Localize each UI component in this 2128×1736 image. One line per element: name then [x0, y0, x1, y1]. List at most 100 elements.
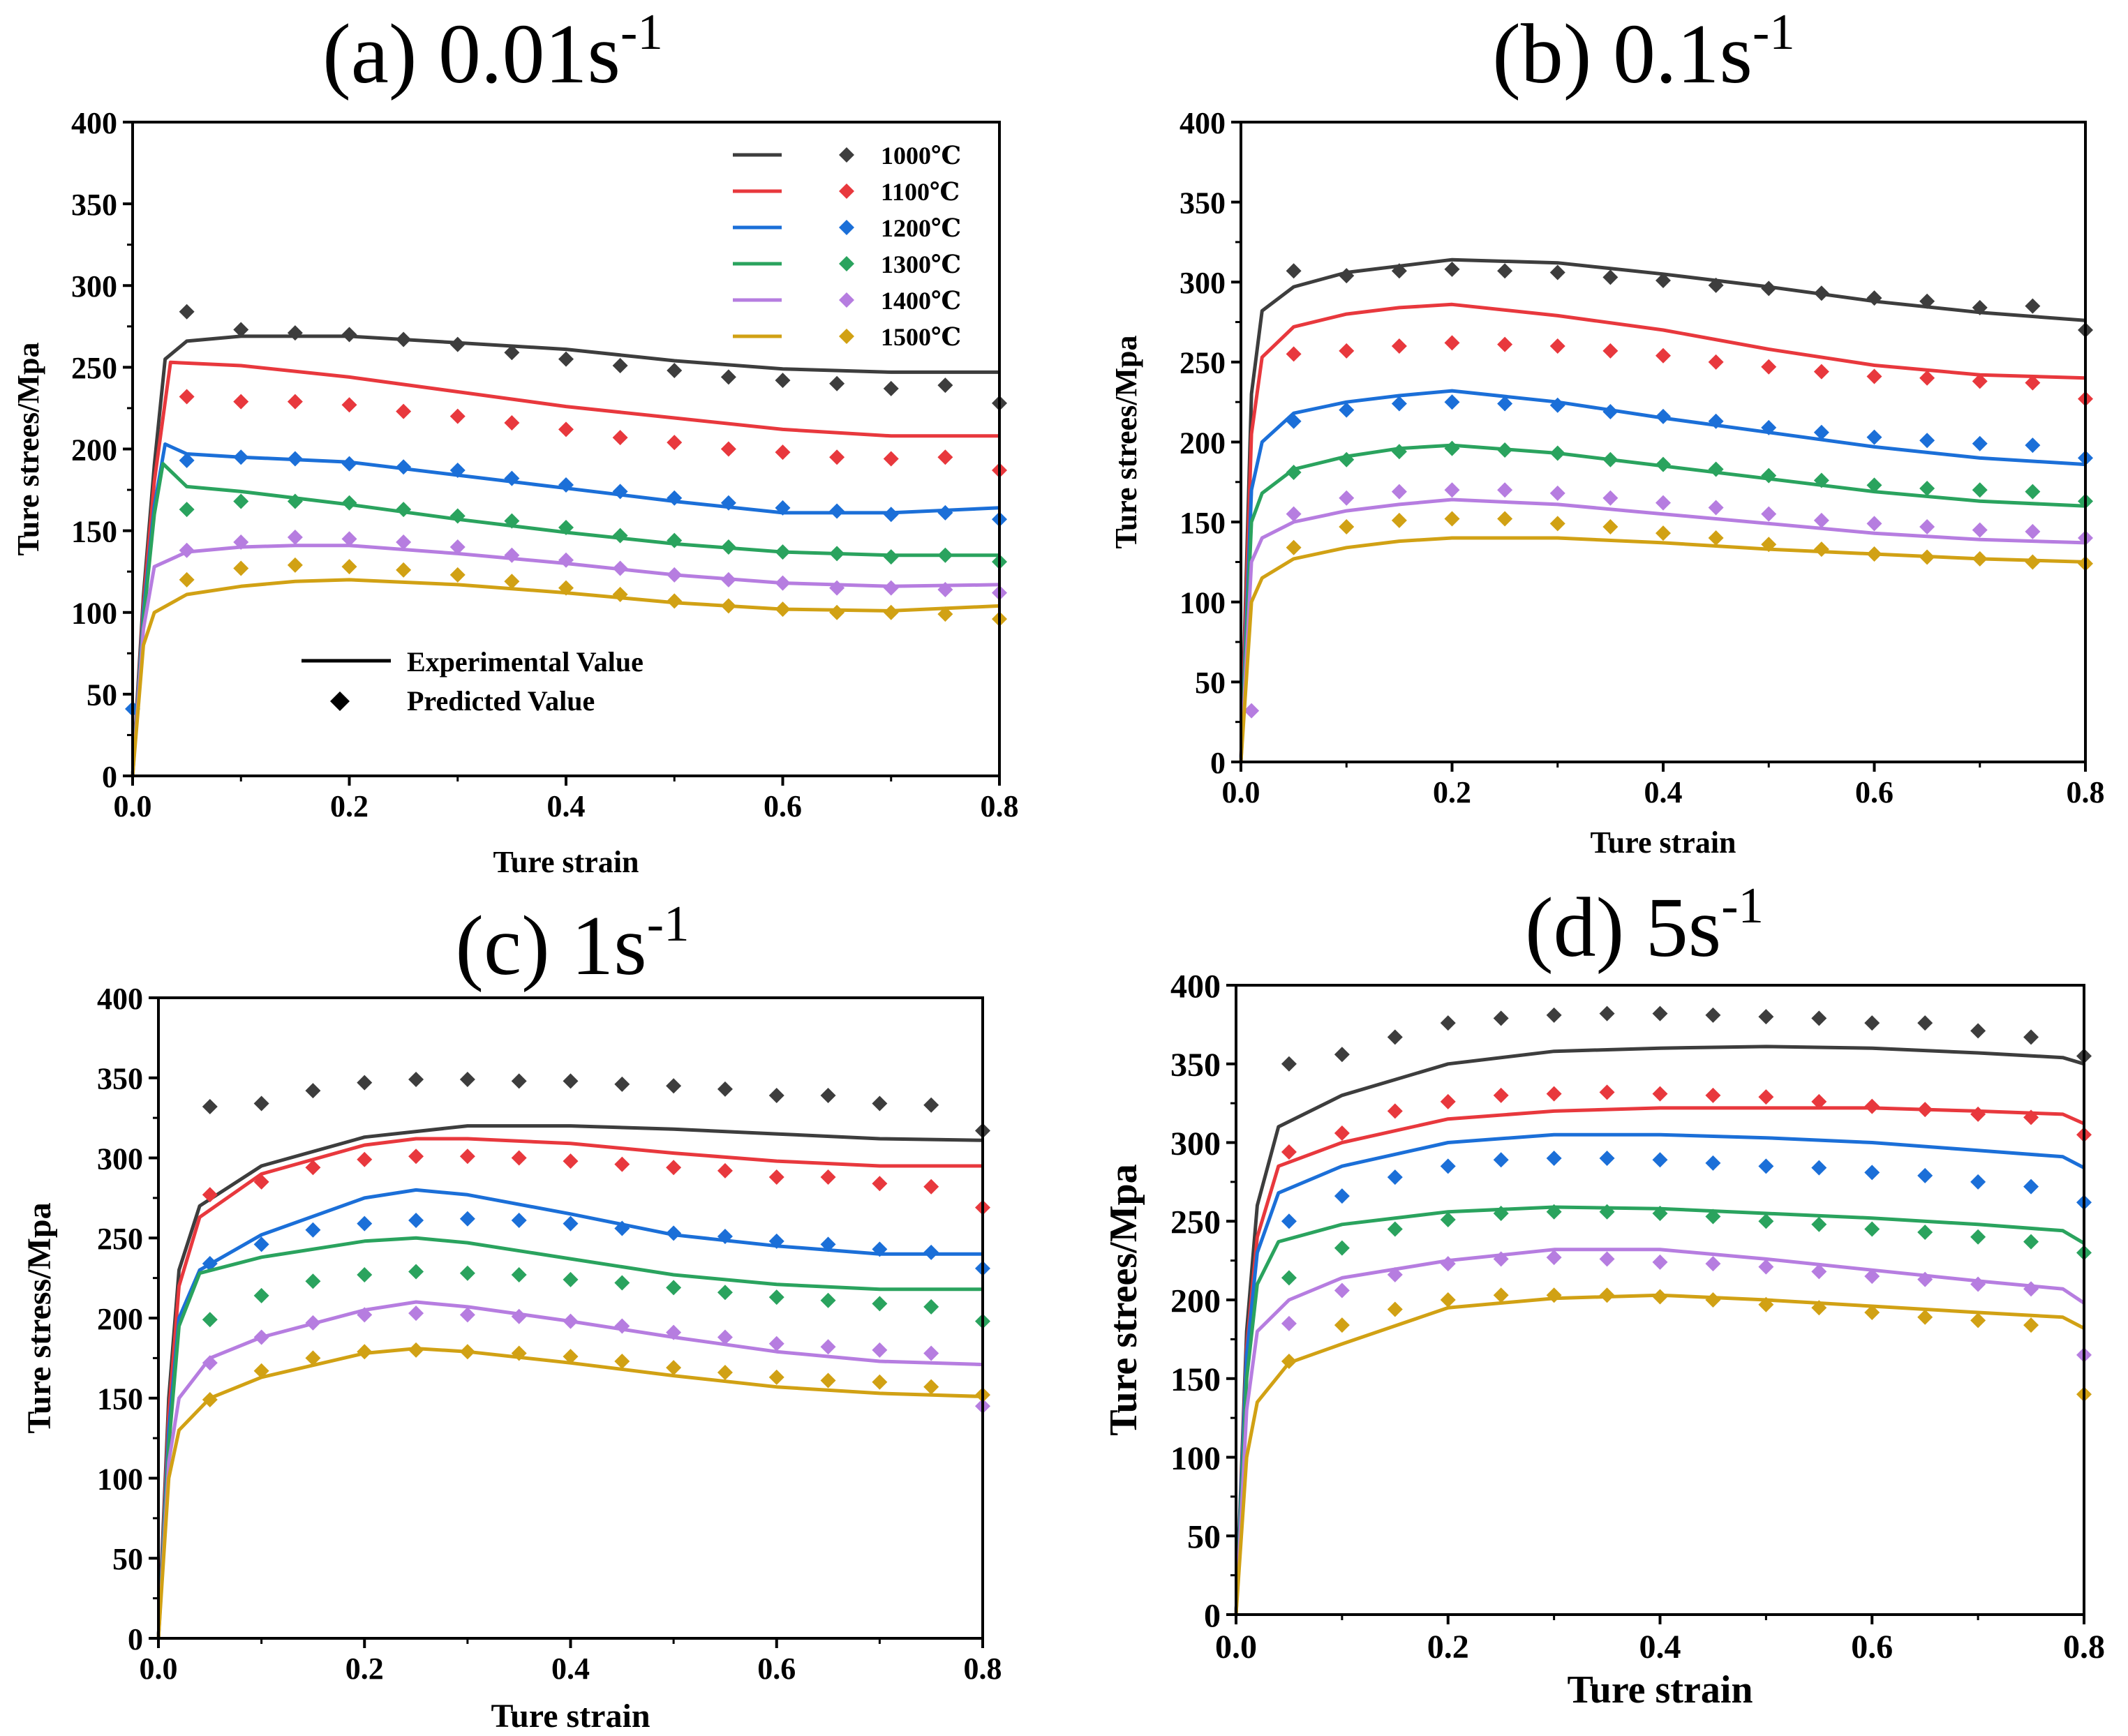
y-tick-label: 350 [97, 1062, 143, 1096]
y-tick-label: 300 [97, 1142, 143, 1176]
predicted-point [1286, 413, 1302, 429]
experimental-line-1500℃ [131, 578, 1000, 777]
predicted-point [408, 1264, 424, 1280]
predicted-point [1602, 451, 1619, 467]
predicted-point [396, 459, 412, 475]
predicted-point [1917, 1225, 1933, 1241]
predicted-point [1652, 1005, 1668, 1022]
predicted-point [1391, 512, 1407, 528]
predicted-point [720, 441, 736, 457]
legend-label: 1100℃ [881, 178, 960, 206]
predicted-point [459, 1072, 475, 1088]
predicted-point [357, 1151, 373, 1167]
predicted-point [233, 449, 249, 465]
predicted-point [829, 503, 845, 519]
predicted-point [775, 373, 791, 389]
predicted-point [1334, 1282, 1350, 1299]
predicted-point [775, 544, 791, 560]
x-tick-label: 0.2 [345, 1652, 384, 1686]
predicted-point [666, 1160, 682, 1176]
predicted-point [923, 1097, 939, 1113]
experimental-line-1500℃ [1234, 1293, 2085, 1615]
experimental-line-1300℃ [131, 462, 999, 777]
predicted-point [1652, 1086, 1668, 1102]
y-tick-label: 200 [1170, 1282, 1221, 1319]
y-tick-label: 150 [1180, 506, 1226, 540]
predicted-point [612, 430, 628, 446]
predicted-point [717, 1228, 733, 1244]
predicted-point [1972, 551, 1988, 567]
predicted-point [883, 604, 899, 620]
predicted-point [287, 557, 303, 573]
predicted-point [775, 500, 791, 516]
predicted-point [1602, 519, 1619, 535]
predicted-point [305, 1160, 321, 1176]
predicted-point [1444, 440, 1460, 456]
predicted-point [872, 1342, 888, 1358]
predicted-point [287, 394, 303, 410]
y-tick-label: 50 [1195, 666, 1226, 700]
y-tick-label: 250 [1170, 1204, 1221, 1241]
x-tick-label: 0.4 [1644, 775, 1683, 809]
x-tick-label: 0.0 [1215, 1629, 1257, 1666]
predicted-point [1334, 1125, 1350, 1141]
predicted-point [253, 1329, 269, 1345]
legend: 1000℃ 1100℃ 1200℃ 1300℃ 1400℃ 1500℃ Experiment… [302, 142, 961, 717]
predicted-point [1708, 500, 1724, 516]
predicted-point [937, 547, 953, 563]
experimental-line-1100℃ [1239, 302, 2086, 763]
predicted-point [667, 593, 683, 609]
predicted-point [1444, 482, 1460, 498]
predicted-point [768, 1369, 784, 1385]
predicted-point [717, 1285, 733, 1301]
experimental-line-1500℃ [1239, 536, 2086, 763]
experimental-line-1100℃ [1234, 1106, 2085, 1615]
predicted-point [820, 1169, 836, 1185]
predicted-point [1391, 484, 1407, 500]
legend-diamond-swatch [839, 147, 854, 163]
predicted-point [872, 1241, 888, 1257]
y-tick-label: 100 [97, 1462, 143, 1496]
predicted-point [1972, 299, 1988, 315]
predicted-point [923, 1379, 939, 1395]
experimental-line-1200℃ [1239, 389, 2086, 763]
predicted-point [1602, 269, 1619, 285]
predicted-point [883, 549, 899, 565]
predicted-point [179, 452, 195, 468]
predicted-point [1339, 343, 1355, 359]
predicted-point [883, 380, 899, 396]
predicted-point [923, 1299, 939, 1315]
predicted-point [1919, 519, 1935, 535]
y-tick-label: 100 [1180, 586, 1226, 620]
predicted-point [1655, 495, 1671, 511]
y-tick-label: 400 [97, 982, 143, 1016]
predicted-point [1866, 290, 1882, 306]
predicted-point [872, 1296, 888, 1312]
predicted-point [829, 604, 845, 620]
predicted-point [1546, 1151, 1562, 1167]
predicted-point [1761, 506, 1777, 522]
predicted-point [1244, 703, 1260, 719]
predicted-point [1444, 335, 1460, 351]
predicted-point [2023, 1029, 2039, 1045]
predicted-point [1761, 419, 1777, 435]
predicted-point [1387, 1266, 1403, 1282]
predicted-point [287, 493, 303, 509]
panel-title-superscript: -1 [1721, 877, 1764, 934]
panel-title: (c) 1s-1 [455, 895, 689, 993]
predicted-point [1391, 263, 1407, 279]
x-tick-label: 0.8 [2067, 775, 2105, 809]
predicted-point [2023, 1178, 2039, 1195]
predicted-point [305, 1350, 321, 1366]
y-tick-label: 150 [71, 514, 117, 548]
predicted-point [768, 1087, 784, 1103]
predicted-point [2025, 298, 2041, 314]
predicted-point [1599, 1287, 1615, 1303]
x-tick-label: 0.6 [1855, 775, 1893, 809]
predicted-point [614, 1275, 630, 1291]
predicted-point [612, 586, 628, 602]
predicted-point [1599, 1151, 1615, 1167]
legend-label: 1000℃ [881, 142, 961, 170]
predicted-point [504, 574, 520, 590]
predicted-point [1546, 1007, 1562, 1023]
